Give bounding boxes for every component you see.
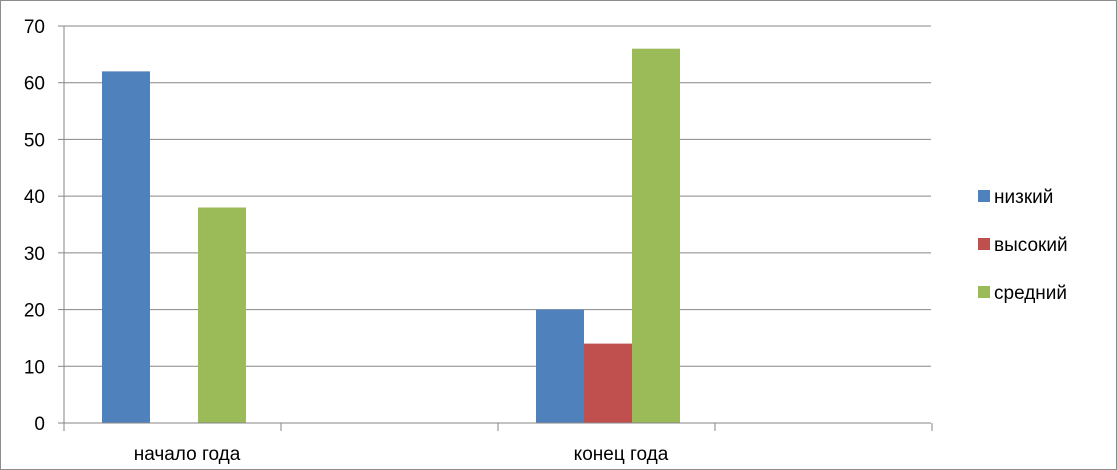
legend-label: средний bbox=[994, 283, 1067, 304]
bar-высокий-конец года bbox=[584, 343, 632, 423]
legend: низкий высокий средний bbox=[978, 187, 1068, 304]
legend-swatch bbox=[978, 238, 990, 250]
bars bbox=[102, 48, 680, 423]
x-category-label: начало года bbox=[134, 444, 241, 465]
y-tick-label: 40 bbox=[24, 187, 45, 208]
gridlines bbox=[64, 25, 931, 367]
y-tick-label: 20 bbox=[24, 301, 45, 322]
x-category-labels: начало года конец года bbox=[134, 444, 669, 465]
y-tick-label: 50 bbox=[24, 130, 45, 151]
axes bbox=[58, 25, 933, 431]
y-tick-label: 0 bbox=[34, 414, 45, 435]
y-tick-label: 70 bbox=[24, 17, 45, 38]
bar-низкий-начало года bbox=[102, 71, 150, 423]
y-tick-labels: 0 10 20 30 40 50 60 70 bbox=[24, 17, 45, 435]
bar-средний-конец года bbox=[632, 48, 680, 423]
y-tick-label: 60 bbox=[24, 74, 45, 95]
x-category-label: конец года bbox=[574, 444, 669, 465]
legend-label: высокий bbox=[994, 235, 1068, 256]
legend-swatch bbox=[978, 190, 990, 202]
bar-средний-начало года bbox=[198, 207, 246, 423]
y-tick-label: 30 bbox=[24, 244, 45, 265]
bar-низкий-конец года bbox=[536, 309, 584, 423]
y-tick-label: 10 bbox=[24, 357, 45, 378]
legend-swatch bbox=[978, 286, 990, 298]
legend-label: низкий bbox=[994, 187, 1053, 208]
